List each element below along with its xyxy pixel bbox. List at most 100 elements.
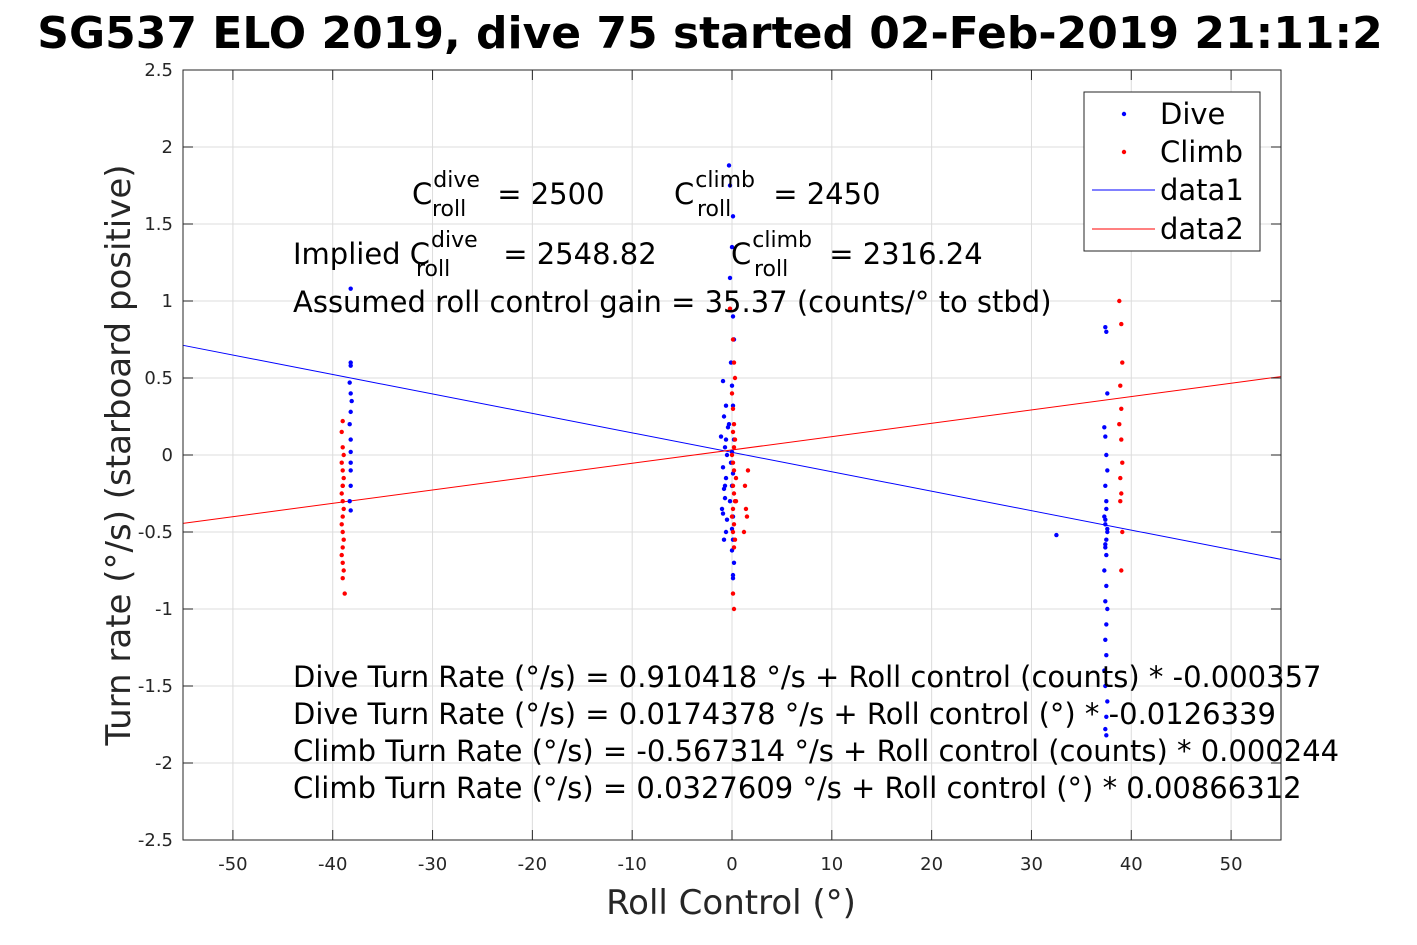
climb-point xyxy=(339,491,344,496)
climb-point xyxy=(339,552,344,558)
climb-point xyxy=(733,499,739,504)
dive-point xyxy=(1105,391,1110,396)
c-roll-dive-sup: dive xyxy=(433,168,480,193)
y-tick-label: -2.5 xyxy=(138,830,173,851)
legend: Dive Climb data1 data2 xyxy=(1083,91,1261,252)
series-layer xyxy=(182,163,1282,738)
dive-point xyxy=(1102,425,1107,430)
c-roll-climb-prefix: C xyxy=(674,177,694,211)
dive-point xyxy=(723,437,729,442)
climb-point xyxy=(730,406,736,411)
dive-point xyxy=(724,452,730,458)
climb-point xyxy=(1117,298,1122,304)
dive-point xyxy=(720,465,726,470)
climb-point xyxy=(729,391,735,396)
dive-point xyxy=(730,572,736,578)
dive-point xyxy=(348,409,353,415)
dive-point xyxy=(727,499,733,504)
axis-ticks: -50 -40 -30 -20 -10 0 10 20 30 40 50-2.5-2-1.5-1-0… xyxy=(138,60,1281,875)
climb-point xyxy=(730,483,736,488)
implied-dive-annotation: Implied Cdive roll = 2548.82 xyxy=(293,228,657,282)
dive-point xyxy=(718,434,724,439)
climb-point xyxy=(341,506,346,512)
climb-point xyxy=(340,483,345,488)
dive-point xyxy=(347,380,352,385)
dive-point xyxy=(720,511,726,516)
dive-point xyxy=(730,576,736,581)
climb-point xyxy=(340,445,345,450)
x-axis-label: Roll Control (°) xyxy=(606,883,856,923)
climb-point xyxy=(730,429,736,435)
c-roll-climb-value: = 2450 xyxy=(764,177,881,211)
dive-point xyxy=(348,391,353,396)
dive-point xyxy=(348,483,353,488)
climb-point xyxy=(732,537,738,542)
dive-point xyxy=(1104,552,1109,558)
dive-point xyxy=(729,244,735,250)
dive-point xyxy=(1103,545,1108,550)
climb-point xyxy=(745,468,751,473)
climb-point xyxy=(1119,491,1124,496)
climb-point xyxy=(733,475,739,481)
dive-point xyxy=(1104,452,1109,458)
climb-point xyxy=(342,591,347,596)
y-tick-label: 1.5 xyxy=(144,214,173,235)
dive-point xyxy=(1054,532,1059,538)
c-roll-climb-sub: roll xyxy=(697,197,731,222)
y-tick-label: -2 xyxy=(155,753,173,774)
c-roll-dive-value: = 2500 xyxy=(488,177,605,211)
implied-climb-sub: roll xyxy=(754,257,788,282)
y-axis-label: Turn rate (°/s) (starboard positive) xyxy=(99,164,139,746)
dive-point xyxy=(1104,653,1109,658)
x-tick-label: 0 xyxy=(726,854,737,875)
climb-point xyxy=(741,529,747,535)
dive-point xyxy=(1105,468,1110,473)
climb-point xyxy=(340,499,345,504)
gain-annotation: Assumed roll control gain = 35.37 (count… xyxy=(293,285,1052,319)
climb-point xyxy=(731,360,737,365)
dive-point xyxy=(1103,599,1108,604)
dive-point xyxy=(726,163,732,168)
implied-dive-sub: roll xyxy=(416,257,450,282)
climb-point xyxy=(341,452,346,458)
dive-point xyxy=(1103,324,1108,330)
climb-point xyxy=(731,422,737,427)
implied-dive-sup: dive xyxy=(431,228,478,253)
dive-point xyxy=(1103,637,1108,642)
dive-point xyxy=(347,422,352,427)
dive-point xyxy=(1103,483,1108,488)
implied-dive-prefix: Implied C xyxy=(293,237,430,271)
dive-point xyxy=(348,508,353,513)
legend-label-dive: Dive xyxy=(1160,97,1225,131)
dive-point xyxy=(726,422,732,427)
dive-point xyxy=(1104,506,1109,512)
y-tick-label: -1 xyxy=(155,599,173,620)
implied-climb-annotation: Cclimb roll = 2316.24 xyxy=(731,228,983,282)
climb-point xyxy=(341,568,346,573)
dive-point xyxy=(1104,714,1109,719)
dive-point xyxy=(1105,526,1110,532)
dive-point xyxy=(722,445,728,450)
climb-point xyxy=(731,545,737,550)
dive-point xyxy=(721,537,727,542)
c-roll-dive-annotation: Cdive roll = 2500 xyxy=(412,168,605,222)
climb-point xyxy=(732,437,738,442)
legend-box xyxy=(1083,91,1261,252)
c-roll-dive-prefix: C xyxy=(412,177,432,211)
climb-point xyxy=(1118,475,1123,481)
dive-point xyxy=(1104,622,1109,627)
x-tick-label: -10 xyxy=(617,854,646,875)
climb-point xyxy=(732,375,738,381)
climb-point xyxy=(1118,499,1123,504)
annotations: Cdive roll = 2500 Cclimb roll = 2450 Impli… xyxy=(293,168,1339,805)
equation-1: Dive Turn Rate (°/s) = 0.910418 °/s + Ro… xyxy=(293,660,1321,694)
climb-point xyxy=(727,306,733,311)
dive-point xyxy=(1103,726,1108,732)
x-tick-label: 30 xyxy=(1020,854,1043,875)
climb-point xyxy=(340,545,345,550)
dive-point xyxy=(1103,683,1108,689)
climb-point xyxy=(730,506,736,512)
climb-point xyxy=(340,560,345,565)
chart-title: SG537 ELO 2019, dive 75 started 02-Feb-2… xyxy=(37,8,1382,59)
climb-point xyxy=(340,468,345,473)
